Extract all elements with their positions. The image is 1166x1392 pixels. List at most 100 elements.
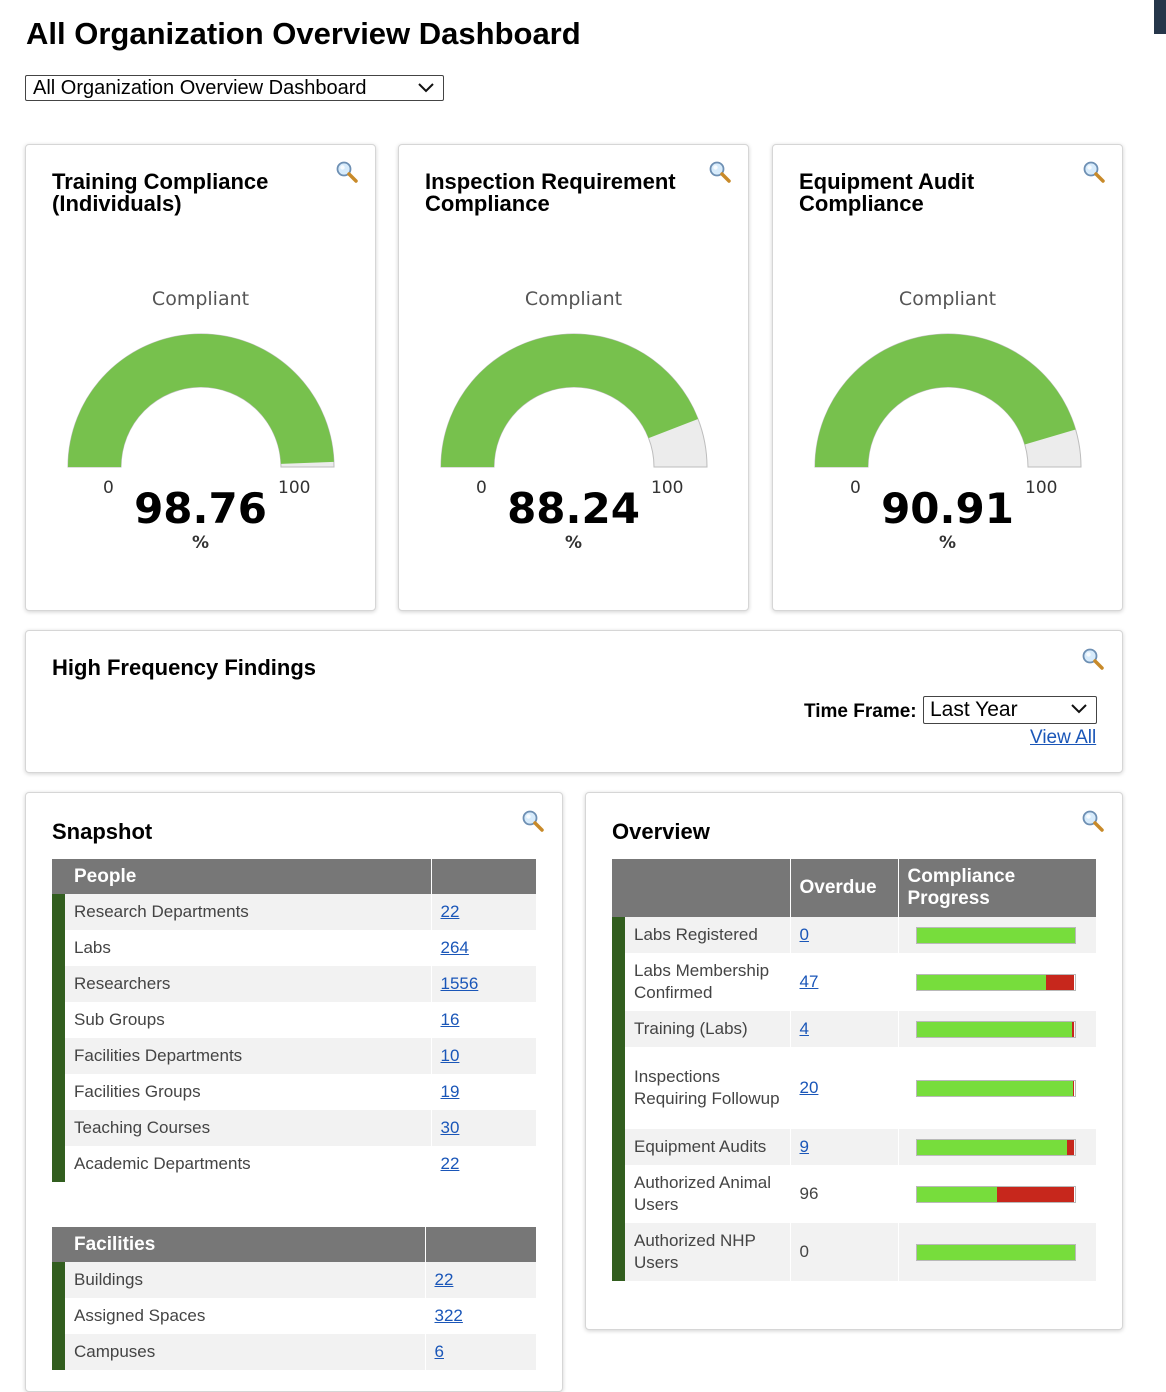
gauge-max: 100 [278, 478, 311, 498]
accent-bar [612, 1129, 625, 1165]
gauge-value: 88.24 [507, 484, 640, 533]
gauge-value: 90.91 [881, 484, 1014, 533]
accent-bar [52, 930, 65, 966]
overview-header-label [625, 859, 790, 917]
chevron-down-icon [1071, 704, 1087, 714]
row-value-link[interactable]: 1556 [440, 974, 479, 993]
gauge-card: Equipment Audit Compliance Compliant 0 100 9… [772, 144, 1123, 611]
magnifier-icon[interactable] [1082, 160, 1106, 184]
table-row: Sub Groups 16 [52, 1002, 536, 1038]
progress-overdue [997, 1186, 1075, 1202]
accent-bar [52, 1298, 65, 1334]
compliance-progress-bar [915, 1243, 1076, 1261]
magnifier-icon[interactable] [521, 809, 545, 833]
magnifier-icon[interactable] [1081, 647, 1105, 671]
progress-overdue [1072, 1021, 1075, 1037]
magnifier-icon[interactable] [335, 160, 359, 184]
row-value-link[interactable]: 22 [434, 1270, 454, 1289]
progress-overdue [1072, 1080, 1075, 1096]
time-frame-select[interactable]: Last Year [923, 696, 1097, 724]
overdue-link[interactable]: 4 [799, 1019, 809, 1038]
gauge-unit: % [191, 533, 210, 553]
row-label: Teaching Courses [74, 1118, 211, 1137]
row-value-link[interactable]: 10 [440, 1046, 460, 1065]
row-value-link[interactable]: 6 [434, 1342, 444, 1361]
row-label: Campuses [74, 1342, 156, 1361]
progress-compliant [916, 1186, 998, 1202]
accent-bar [52, 1038, 65, 1074]
magnifier-icon[interactable] [708, 160, 732, 184]
row-label: Academic Departments [74, 1154, 251, 1173]
dashboard-select-value: All Organization Overview Dashboard [33, 77, 367, 99]
accent-bar [52, 1227, 65, 1262]
accent-bar [612, 1165, 625, 1223]
overdue-link[interactable]: 0 [799, 925, 809, 944]
snapshot-title: Snapshot [52, 819, 153, 844]
accent-bar [52, 1002, 65, 1038]
compliance-progress-bar [915, 1079, 1076, 1097]
overview-row: Equipment Audits 9 [612, 1129, 1096, 1165]
table-row: Teaching Courses 30 [52, 1110, 536, 1146]
table-row: Assigned Spaces 322 [52, 1298, 536, 1334]
gauge-fill [441, 333, 699, 467]
gauge-min: 0 [476, 478, 487, 498]
time-frame-label: Time Frame: [804, 701, 917, 722]
accent-bar [52, 859, 65, 894]
gauge-card: Training Compliance (Individuals) Complia… [25, 144, 376, 611]
accent-bar [612, 953, 625, 1011]
gauge-min: 0 [103, 478, 114, 498]
overdue-link[interactable]: 9 [799, 1137, 809, 1156]
chevron-down-icon [418, 83, 434, 93]
overview-row: Training (Labs) 4 [612, 1011, 1096, 1047]
time-frame-value: Last Year [930, 698, 1018, 721]
card-title: High Frequency Findings [52, 655, 317, 680]
table-row: Researchers 1556 [52, 966, 536, 1002]
accent-bar [52, 1074, 65, 1110]
progress-overdue [1066, 1139, 1075, 1155]
compliance-progress-bar [915, 973, 1076, 991]
overview-row-label: Equipment Audits [634, 1137, 767, 1156]
table-row: Research Departments 22 [52, 894, 536, 930]
progress-compliant [916, 1139, 1067, 1155]
overview-row-label: Labs Membership Confirmed [634, 961, 770, 1002]
people-table: People Research Departments 22 Labs 264 Rese… [52, 859, 536, 1182]
table-row: Facilities Groups 19 [52, 1074, 536, 1110]
compliance-progress-header: Compliance Progress [897, 859, 1096, 917]
accent-bar [612, 1011, 625, 1047]
overdue-link[interactable]: 47 [799, 972, 819, 991]
dashboard-select[interactable]: All Organization Overview Dashboard [25, 75, 444, 101]
magnifier-icon[interactable] [1081, 809, 1105, 833]
accent-bar [52, 1262, 65, 1298]
overview-card: Overview Overdue Compliance Progress Lab… [585, 792, 1123, 1330]
gauge-dial [814, 333, 1082, 468]
gauge-dial [67, 333, 335, 468]
gauge-max: 100 [651, 478, 684, 498]
card-title: Inspection Requirement Compliance [425, 169, 676, 216]
gauge-fill [815, 334, 1076, 467]
overview-row-label: Training (Labs) [634, 1019, 748, 1038]
card-title: Equipment Audit Compliance [799, 169, 975, 216]
view-all-link[interactable]: View All [1030, 727, 1097, 748]
progress-overdue [1046, 974, 1075, 990]
gauge-max: 100 [1025, 478, 1058, 498]
row-value-link[interactable]: 322 [434, 1306, 463, 1325]
row-value-link[interactable]: 22 [440, 1154, 460, 1173]
overview-title: Overview [612, 819, 710, 844]
row-value-link[interactable]: 16 [440, 1010, 460, 1029]
snapshot-card: Snapshot People Research Departments 22 La… [25, 792, 563, 1392]
row-value-link[interactable]: 19 [440, 1082, 460, 1101]
row-value-link[interactable]: 264 [440, 938, 469, 957]
accent-bar [52, 1334, 65, 1370]
accent-bar [612, 917, 625, 953]
row-value-link[interactable]: 22 [440, 902, 460, 921]
overview-row-label: Authorized Animal Users [634, 1173, 772, 1214]
gauge-min: 0 [850, 478, 861, 498]
window-edge-bar [1154, 0, 1166, 34]
row-value-link[interactable]: 30 [440, 1118, 460, 1137]
compliance-progress-bar [915, 1138, 1076, 1156]
overdue-link[interactable]: 20 [799, 1078, 819, 1097]
gauge-fill [68, 333, 334, 467]
compliance-progress-bar [915, 926, 1076, 944]
accent-bar [612, 859, 625, 917]
people-header-value [430, 859, 536, 894]
